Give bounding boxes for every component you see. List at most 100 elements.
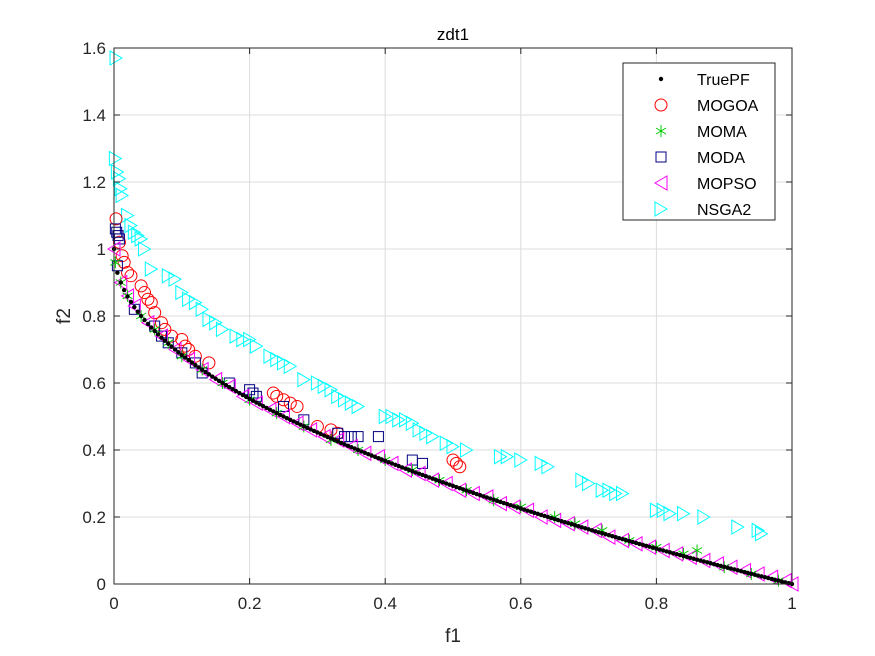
truepf-point — [613, 534, 618, 540]
truepf-point — [430, 476, 435, 481]
nsga2-point — [514, 452, 528, 468]
truepf-point — [494, 498, 500, 504]
nsga2-point — [426, 428, 440, 445]
truepf-point — [505, 501, 510, 507]
truepf-point — [135, 309, 140, 314]
truepf-point — [223, 382, 229, 388]
truepf-point — [142, 317, 147, 323]
truepf-point — [755, 573, 761, 578]
truepf-point — [260, 403, 266, 409]
truepf-point — [284, 415, 290, 421]
legend-label: MOGOA — [697, 98, 759, 115]
y-tick-label: 1.4 — [82, 106, 106, 125]
truepf-point — [369, 453, 374, 458]
truepf-point — [745, 570, 751, 576]
moda-point — [339, 431, 351, 443]
truepf-point — [172, 347, 178, 352]
mopso-point — [168, 341, 182, 358]
truepf-point — [342, 442, 347, 447]
truepf-point — [576, 524, 581, 529]
truepf-point — [735, 568, 740, 573]
mogoa-point — [270, 389, 284, 403]
truepf-point — [318, 431, 323, 437]
nsga2-point — [209, 314, 223, 331]
truepf-point — [298, 422, 303, 427]
nsga2-point — [175, 284, 189, 301]
truepf-point — [566, 521, 571, 526]
truepf-point — [220, 380, 225, 386]
truepf-point — [152, 328, 157, 334]
truepf-point — [196, 365, 201, 370]
mogoa-point — [453, 460, 467, 474]
nsga2-point — [270, 351, 284, 368]
truepf-point — [321, 433, 327, 438]
truepf-point — [281, 414, 286, 419]
nsga2-point — [385, 408, 399, 425]
truepf-point — [664, 549, 669, 554]
truepf-point — [328, 436, 334, 441]
truepf-point — [393, 462, 398, 468]
nsga2-point — [114, 180, 128, 197]
truepf-point — [749, 571, 754, 576]
truepf-point — [467, 489, 473, 494]
truepf-point — [352, 446, 357, 451]
x-tick-label: 0 — [109, 594, 118, 613]
mogoa-point — [188, 349, 202, 363]
legend-marker-square-icon — [655, 151, 667, 163]
truepf-point — [264, 405, 269, 411]
truepf-point — [115, 270, 120, 275]
y-axis-label: f2 — [54, 308, 75, 324]
truepf-point — [386, 459, 391, 465]
truepf-point — [149, 325, 154, 330]
truepf-point — [644, 543, 649, 549]
x-axis-label: f1 — [445, 626, 461, 647]
mogoa-point — [178, 339, 192, 353]
nsga2-point — [138, 241, 152, 257]
truepf-point — [359, 449, 364, 454]
truepf-point — [549, 515, 554, 521]
mogoa-point — [124, 269, 138, 283]
truepf-point — [271, 409, 276, 414]
truepf-point — [450, 483, 456, 489]
truepf-point — [484, 495, 490, 500]
truepf-point — [538, 512, 544, 518]
truepf-point — [501, 500, 507, 506]
series-truepf — [111, 246, 795, 587]
truepf-point — [515, 505, 520, 510]
truepf-point — [230, 386, 235, 392]
legend-item-mogoa: MOGOA — [654, 98, 759, 115]
truepf-point — [732, 567, 737, 572]
mogoa-point — [266, 386, 280, 400]
nsga2-point — [263, 348, 277, 365]
nsga2-point — [108, 150, 123, 167]
truepf-point — [277, 412, 283, 418]
nsga2-point — [754, 525, 769, 542]
data-points — [107, 50, 799, 592]
nsga2-point — [324, 381, 338, 398]
truepf-point — [420, 472, 425, 478]
mopso-point — [683, 549, 697, 566]
y-tick-label: 1.6 — [82, 39, 106, 58]
truepf-point — [372, 454, 378, 460]
legend-marker-dot-icon — [658, 76, 664, 82]
truepf-point — [711, 561, 717, 567]
legend-marker-circle-icon — [654, 98, 668, 112]
truepf-point — [250, 398, 256, 403]
truepf-point — [294, 420, 300, 426]
truepf-point — [766, 575, 771, 581]
truepf-point — [240, 392, 246, 398]
truepf-point — [169, 344, 174, 349]
truepf-point — [335, 439, 340, 444]
mopso-point — [249, 395, 263, 411]
nsga2-point — [731, 519, 745, 535]
truepf-point — [674, 551, 679, 557]
truepf-point — [637, 541, 642, 547]
nsga2-point — [677, 505, 691, 522]
mogoa-point — [202, 356, 216, 370]
y-tick-label: 0.6 — [82, 374, 106, 393]
truepf-point — [457, 486, 462, 491]
nsga2-point — [202, 311, 216, 328]
nsga2-point — [541, 458, 555, 475]
truepf-point — [772, 577, 778, 582]
truepf-point — [288, 417, 293, 423]
